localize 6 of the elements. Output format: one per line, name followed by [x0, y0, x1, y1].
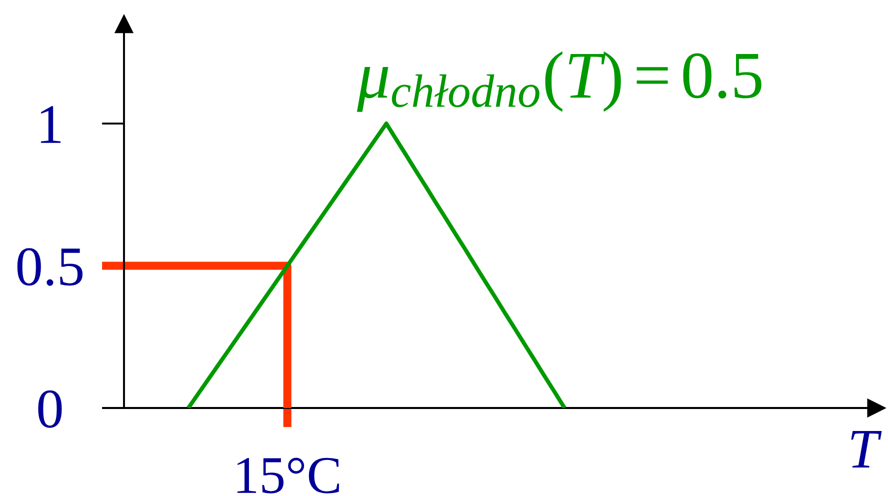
x-axis-title: T [851, 431, 882, 468]
y-tick-label: 1 [40, 106, 61, 143]
x-tick-label: 15°C [237, 458, 339, 494]
y-tick-label: 0 [38, 390, 62, 428]
annotation: μ$_{chłodno}$(T)=0.5 [356, 51, 762, 112]
y-tick-label: 0.5 [17, 248, 83, 286]
